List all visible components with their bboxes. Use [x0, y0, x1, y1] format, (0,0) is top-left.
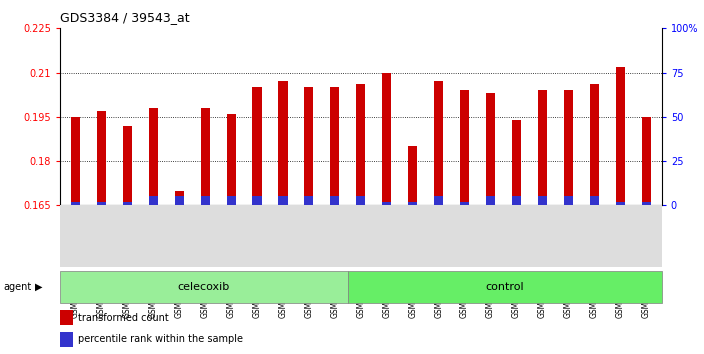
Bar — [460, 90, 469, 205]
Bar — [175, 190, 184, 205]
Text: percentile rank within the sample: percentile rank within the sample — [78, 334, 243, 344]
Bar — [382, 73, 391, 205]
Bar — [590, 196, 599, 205]
Bar — [382, 202, 391, 205]
Bar — [538, 90, 547, 205]
Bar — [149, 196, 158, 205]
Bar — [71, 202, 80, 205]
Bar — [97, 111, 106, 205]
Bar — [356, 196, 365, 205]
Bar — [278, 196, 287, 205]
Bar — [538, 196, 547, 205]
Bar — [616, 67, 624, 205]
Bar — [201, 196, 210, 205]
Bar — [304, 87, 313, 205]
Bar — [60, 310, 73, 325]
Bar — [512, 196, 521, 205]
Text: celecoxib: celecoxib — [177, 282, 230, 292]
Bar — [564, 196, 573, 205]
Bar — [512, 120, 521, 205]
Bar — [356, 84, 365, 205]
Bar — [253, 87, 262, 205]
Bar — [71, 117, 80, 205]
Text: ▶: ▶ — [35, 282, 43, 292]
Bar — [616, 202, 624, 205]
Bar — [227, 196, 236, 205]
Bar — [434, 81, 444, 205]
FancyBboxPatch shape — [60, 271, 348, 303]
Bar — [201, 108, 210, 205]
Bar — [408, 202, 417, 205]
Bar — [253, 196, 262, 205]
Bar — [97, 202, 106, 205]
Text: transformed count: transformed count — [78, 313, 169, 323]
Text: agent: agent — [4, 282, 32, 292]
Bar — [149, 108, 158, 205]
Bar — [564, 90, 573, 205]
Text: control: control — [486, 282, 524, 292]
Bar — [434, 196, 444, 205]
Text: GDS3384 / 39543_at: GDS3384 / 39543_at — [60, 11, 189, 24]
Bar — [408, 146, 417, 205]
Bar — [227, 114, 236, 205]
Bar — [460, 202, 469, 205]
Bar — [60, 332, 73, 347]
Bar — [330, 87, 339, 205]
Bar — [330, 196, 339, 205]
Bar — [486, 196, 495, 205]
Bar — [278, 81, 287, 205]
Bar — [486, 93, 495, 205]
Bar — [641, 202, 650, 205]
Bar — [304, 196, 313, 205]
Bar — [641, 117, 650, 205]
FancyBboxPatch shape — [348, 271, 662, 303]
Bar — [122, 202, 132, 205]
Bar — [590, 84, 599, 205]
Bar — [175, 196, 184, 205]
Bar — [122, 126, 132, 205]
